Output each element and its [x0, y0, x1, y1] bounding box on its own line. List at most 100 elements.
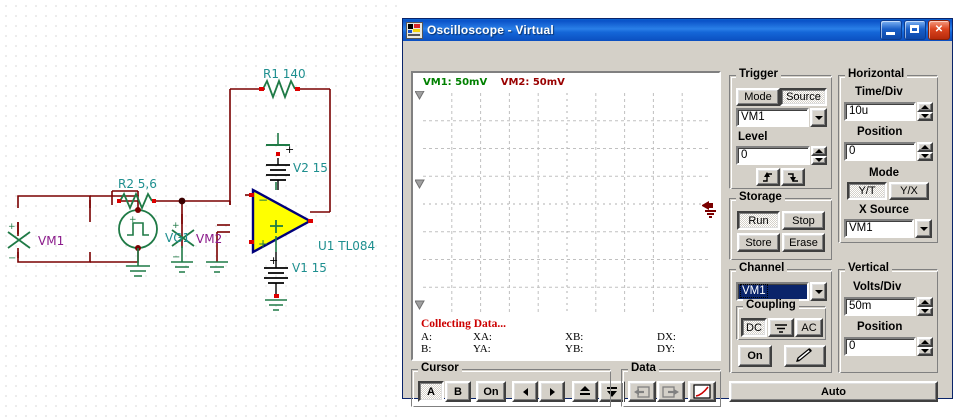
status-text: Collecting Data... — [421, 318, 506, 330]
rising-edge-icon[interactable] — [756, 168, 780, 186]
scope-display[interactable]: VM1: 50mV VM2: 50mV — [411, 71, 721, 361]
trigger-level-input[interactable]: 0 — [736, 146, 810, 165]
trigger-source-value: VM1 — [736, 108, 809, 127]
trigger-source-select[interactable]: VM1 — [736, 108, 827, 127]
cursor-on-button[interactable]: On — [476, 381, 506, 402]
schematic-label-u1: U1 TL084 — [318, 239, 375, 253]
minimize-icon[interactable] — [880, 20, 902, 40]
voltsdiv-stepper[interactable] — [917, 297, 933, 316]
chevron-down-icon[interactable] — [810, 282, 827, 301]
chevron-down-icon[interactable] — [810, 108, 827, 127]
svg-text:+: + — [172, 221, 180, 231]
channel-panel: Channel VM1 Coupling DC AC On — [729, 262, 832, 373]
svg-text:−: − — [258, 193, 268, 207]
cursor-right-icon[interactable] — [539, 381, 565, 402]
cursor-title: Cursor — [418, 362, 462, 374]
ground-coupling-icon[interactable] — [768, 318, 794, 337]
trigger-level-stepper[interactable] — [811, 146, 827, 165]
horizontal-mode-label: Mode — [869, 167, 900, 179]
schematic-vm2-symbol: + − — [171, 197, 195, 273]
timediv-stepper[interactable] — [917, 102, 933, 121]
schematic-label-r1: R1 140 — [263, 67, 306, 81]
oscilloscope-window[interactable]: Oscilloscope - Virtual ✕ VM1: 50mV VM2: … — [402, 18, 953, 407]
horizontal-position-stepper[interactable] — [917, 142, 933, 161]
xsource-value: VM1 — [844, 219, 914, 238]
cursor-b-button[interactable]: B — [445, 381, 471, 402]
schematic-label-v2: V2 15 — [293, 161, 328, 175]
readout-row-a: A: XA: XB: DX: — [421, 331, 676, 343]
horizontal-mode-yx-button[interactable]: Y/X — [889, 182, 929, 200]
storage-panel: Storage Run Stop Store Erase — [729, 191, 832, 260]
svg-text:−: − — [8, 253, 16, 264]
cursor-left-icon[interactable] — [512, 381, 538, 402]
coupling-panel: Coupling DC AC — [736, 299, 826, 340]
window-buttons[interactable]: ✕ — [880, 20, 950, 40]
cursor-a-button[interactable]: A — [418, 381, 444, 402]
readout-b-label: B: — [421, 343, 432, 355]
svg-text:+: + — [285, 143, 294, 156]
waveform-plot[interactable] — [423, 93, 711, 315]
cursor-up-icon[interactable] — [572, 381, 598, 402]
stepper-down-icon[interactable] — [917, 346, 933, 356]
voltsdiv-input[interactable]: 50m — [844, 297, 916, 316]
ground-level-marker-icon[interactable] — [702, 201, 718, 221]
trigger-level-label: Level — [738, 131, 768, 143]
data-save-icon[interactable] — [657, 381, 685, 402]
channel-label-vm2: VM2: 50mV — [500, 77, 565, 88]
schematic-opamp-symbol: − + — [249, 182, 313, 255]
coupling-dc-button[interactable]: DC — [741, 318, 767, 337]
auto-button[interactable]: Auto — [729, 381, 938, 402]
schematic-grid-dots — [0, 0, 400, 418]
schematic-drawing: + − + + − — [7, 67, 375, 311]
stepper-up-icon[interactable] — [811, 146, 827, 156]
close-icon[interactable]: ✕ — [928, 20, 950, 40]
schematic-v2-symbol: + — [266, 133, 294, 190]
stepper-up-icon[interactable] — [917, 142, 933, 152]
stepper-down-icon[interactable] — [917, 111, 933, 121]
horizontal-mode-yt-button[interactable]: Y/T — [847, 182, 887, 200]
schematic-vg1-symbol: + — [118, 207, 158, 277]
data-title: Data — [628, 362, 659, 374]
schematic-label-vm2: VM2 — [196, 232, 222, 246]
trigger-mode-tab[interactable]: Mode — [736, 88, 780, 106]
coupling-ac-button[interactable]: AC — [795, 318, 823, 337]
horizontal-position-input[interactable]: 0 — [844, 142, 916, 161]
stepper-down-icon[interactable] — [917, 306, 933, 316]
stepper-up-icon[interactable] — [917, 102, 933, 112]
stepper-down-icon[interactable] — [917, 151, 933, 161]
svg-text:+: + — [129, 215, 137, 225]
schematic-label-vm1: VM1 — [38, 234, 64, 248]
probe-color-pen-icon[interactable] — [784, 345, 826, 367]
readout-dx-label: DX: — [657, 331, 676, 343]
vertical-position-stepper[interactable] — [917, 337, 933, 356]
storage-run-button[interactable]: Run — [737, 211, 780, 230]
maximize-icon[interactable] — [904, 20, 926, 40]
window-titlebar[interactable]: Oscilloscope - Virtual ✕ — [403, 19, 952, 41]
schematic-label-r2: R2 5,6 — [118, 177, 157, 191]
xsource-select[interactable]: VM1 — [844, 219, 932, 238]
cursor-handles-left[interactable] — [415, 91, 425, 319]
storage-store-button[interactable]: Store — [737, 233, 780, 252]
cursor-panel: Cursor A B On — [411, 362, 625, 407]
stepper-down-icon[interactable] — [811, 155, 827, 165]
trigger-source-tab[interactable]: Source — [780, 88, 827, 106]
channel-on-button[interactable]: On — [738, 345, 772, 367]
data-panel: Data — [621, 362, 721, 407]
falling-edge-icon[interactable] — [781, 168, 805, 186]
stepper-up-icon[interactable] — [917, 337, 933, 347]
channel-title: Channel — [736, 262, 788, 274]
svg-text:+: + — [8, 222, 16, 232]
storage-stop-button[interactable]: Stop — [782, 211, 825, 230]
svg-text:−: − — [172, 252, 180, 263]
vertical-position-input[interactable]: 0 — [844, 337, 916, 356]
storage-erase-button[interactable]: Erase — [782, 233, 825, 252]
schematic-vm1-symbol: + − — [7, 222, 31, 264]
data-graph-icon[interactable] — [688, 381, 716, 402]
stepper-up-icon[interactable] — [917, 297, 933, 307]
chevron-down-icon[interactable] — [915, 219, 932, 238]
svg-text:+: + — [269, 254, 278, 267]
timediv-input[interactable]: 10u — [844, 102, 916, 121]
data-load-icon[interactable] — [628, 381, 656, 402]
svg-text:+: + — [258, 237, 268, 251]
circuit-schematic[interactable]: + − + + − — [0, 0, 400, 418]
